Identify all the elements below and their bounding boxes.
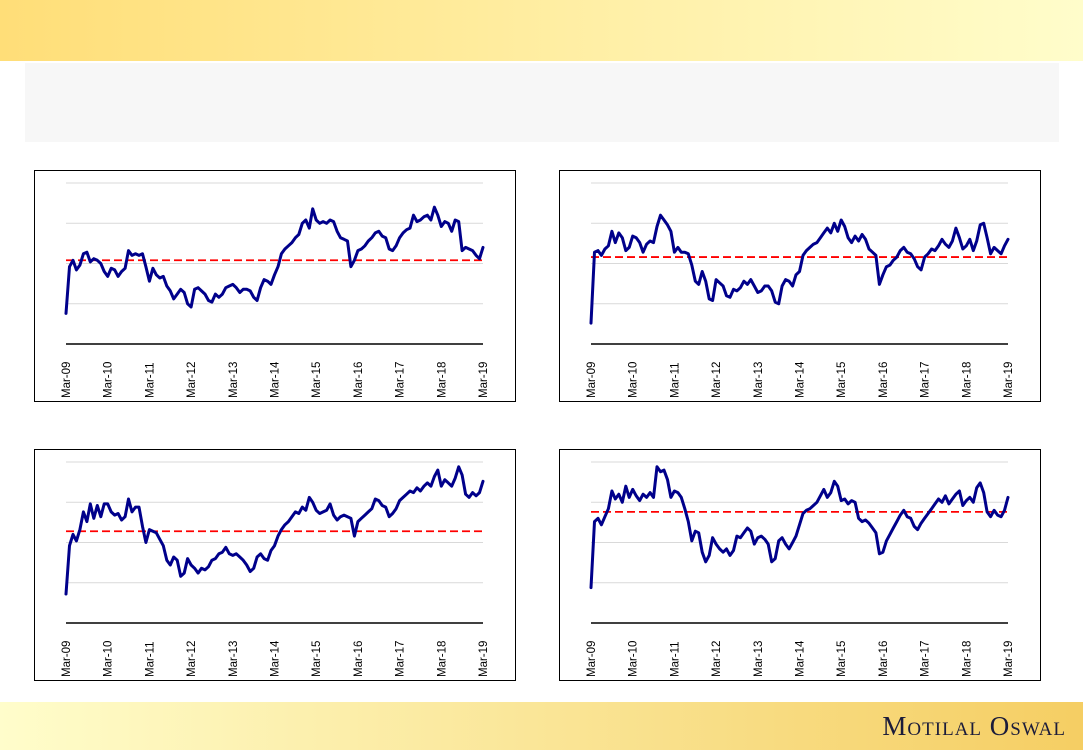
chart-svg: Mar-09 Mar-10 Mar-11 Mar-12 Mar-13 Mar-14 Mar-… <box>61 461 490 677</box>
chart-svg: Mar-09 Mar-10 Mar-11 Mar-12 Mar-13 Mar-14 Mar-… <box>586 182 1015 398</box>
x-tick-label: Mar-14 <box>270 640 282 677</box>
chart-svg: Mar-09 Mar-10 Mar-11 Mar-12 Mar-13 Mar-14 Mar-… <box>61 182 490 398</box>
x-tick-label: Mar-14 <box>270 361 282 398</box>
x-tick-label: Mar-17 <box>920 362 932 398</box>
x-tick-label: Mar-16 <box>353 641 365 677</box>
x-tick-label: Mar-15 <box>311 362 323 398</box>
x-tick-label: Mar-18 <box>436 362 448 398</box>
x-tick-label: Mar-10 <box>103 362 115 398</box>
x-tick-label: Mar-09 <box>586 641 598 677</box>
chart-top-left: Mar-09 Mar-10 Mar-11 Mar-12 Mar-13 Mar-14 Mar-… <box>34 170 516 402</box>
title-placeholder <box>25 63 1059 142</box>
x-tick-label: Mar-11 <box>144 641 156 677</box>
x-tick-label: Mar-12 <box>711 362 723 398</box>
x-tick-label: Mar-10 <box>628 362 640 398</box>
x-tick-label: Mar-13 <box>228 641 240 677</box>
x-tick-label: Mar-13 <box>228 362 240 398</box>
chart-svg: Mar-09 Mar-10 Mar-11 Mar-12 Mar-13 Mar-14 Mar-… <box>586 461 1015 677</box>
x-tick-label: Mar-16 <box>878 362 890 398</box>
x-tick-label: Mar-11 <box>669 641 681 677</box>
x-tick-label: Mar-09 <box>61 641 73 677</box>
x-tick-label: Mar-15 <box>836 641 848 677</box>
x-tick-label: Mar-19 <box>1003 641 1015 677</box>
x-tick-label: Mar-19 <box>1003 362 1015 398</box>
series-line <box>64 205 485 315</box>
x-tick-label: Mar-13 <box>753 362 765 398</box>
x-tick-label: Mar-09 <box>586 362 598 398</box>
series-line <box>589 465 1010 590</box>
x-tick-label: Mar-11 <box>144 362 156 398</box>
x-tick-label: Mar-13 <box>753 641 765 677</box>
x-tick-label: Mar-11 <box>669 362 681 398</box>
x-tick-label: Mar-17 <box>395 362 407 398</box>
x-tick-label: Mar-14 <box>795 361 807 398</box>
x-tick-label: Mar-17 <box>920 641 932 677</box>
x-tick-label: Mar-10 <box>628 641 640 677</box>
series-line <box>589 213 1010 325</box>
chart-top-right: Mar-09 Mar-10 Mar-11 Mar-12 Mar-13 Mar-14 Mar-… <box>559 170 1041 402</box>
x-tick-label: Mar-19 <box>478 362 490 398</box>
x-tick-label: Mar-15 <box>311 641 323 677</box>
x-tick-label: Mar-09 <box>61 362 73 398</box>
x-tick-label: Mar-18 <box>436 641 448 677</box>
x-tick-label: Mar-14 <box>795 640 807 677</box>
x-tick-label: Mar-10 <box>103 641 115 677</box>
x-tick-label: Mar-12 <box>186 362 198 398</box>
x-tick-label: Mar-16 <box>878 641 890 677</box>
x-tick-label: Mar-19 <box>478 641 490 677</box>
series-line <box>64 465 485 596</box>
header-band <box>0 0 1083 61</box>
x-tick-label: Mar-17 <box>395 641 407 677</box>
footer-band: Motilal Oswal <box>0 702 1083 750</box>
x-tick-label: Mar-12 <box>186 641 198 677</box>
motilal-oswal-logo: Motilal Oswal <box>882 711 1066 741</box>
x-tick-label: Mar-15 <box>836 362 848 398</box>
x-tick-label: Mar-18 <box>961 641 973 677</box>
x-tick-label: Mar-16 <box>353 362 365 398</box>
chart-bottom-right: Mar-09 Mar-10 Mar-11 Mar-12 Mar-13 Mar-14 Mar-… <box>559 449 1041 681</box>
chart-bottom-left: Mar-09 Mar-10 Mar-11 Mar-12 Mar-13 Mar-14 Mar-… <box>34 449 516 681</box>
x-tick-label: Mar-12 <box>711 641 723 677</box>
x-tick-label: Mar-18 <box>961 362 973 398</box>
